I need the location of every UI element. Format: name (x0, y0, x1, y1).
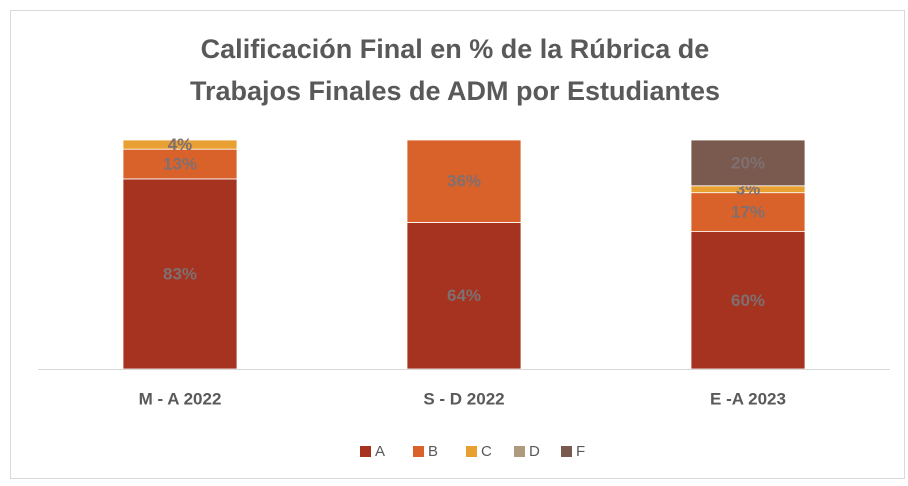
bar-segment (690, 139, 806, 187)
data-label: 20% (731, 153, 765, 172)
legend-label: A (375, 443, 385, 460)
legend-label: F (576, 443, 585, 460)
data-label: 17% (731, 203, 765, 222)
data-label: 60% (731, 291, 765, 310)
data-label: 4% (168, 135, 193, 154)
legend-label: C (481, 443, 492, 460)
x-tick-label: S - D 2022 (423, 389, 504, 408)
bar-segment (122, 148, 238, 180)
legend-swatch (413, 446, 424, 457)
bar-segment (406, 222, 522, 370)
data-label: 13% (163, 155, 197, 174)
legend-swatch (561, 446, 572, 457)
bar-segment (122, 178, 238, 370)
legend-swatch (466, 446, 477, 457)
data-label: 64% (447, 286, 481, 305)
x-tick-label: E -A 2023 (710, 389, 786, 408)
bar-segment (406, 139, 522, 223)
legend-swatch (514, 446, 525, 457)
data-label: 83% (163, 264, 197, 283)
bar-segment (122, 139, 238, 150)
legend-label: D (529, 443, 540, 460)
x-tick-label: M - A 2022 (139, 389, 222, 408)
legend-swatch (360, 446, 371, 457)
legend-label: B (428, 443, 438, 460)
data-label: 36% (447, 172, 481, 191)
chart-title: Calificación Final en % de la Rúbrica de… (189, 34, 721, 106)
